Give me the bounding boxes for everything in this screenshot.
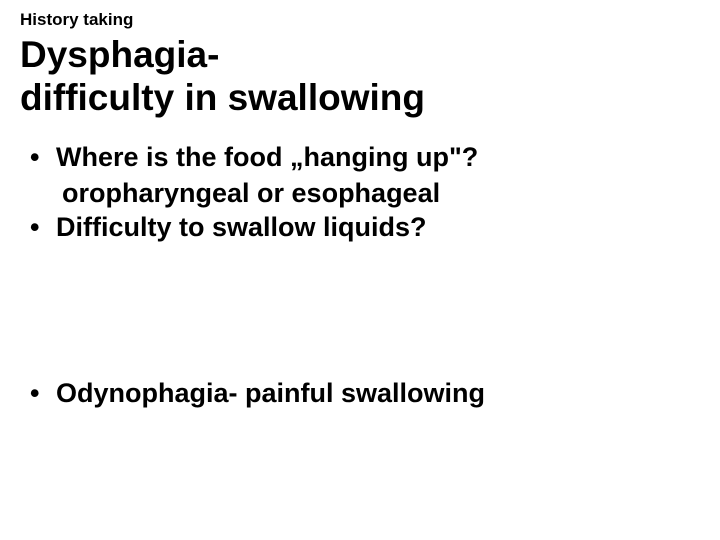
slide-heading: Dysphagia- difficulty in swallowing [20, 34, 700, 119]
bullet-list: Where is the food „hanging up"? orophary… [20, 141, 700, 410]
bullet-1-line-2: oropharyngeal or esophageal [26, 177, 700, 211]
bullet-item-1: Where is the food „hanging up"? [26, 141, 700, 175]
bullet-item-2: Difficulty to swallow liquids? [26, 211, 700, 245]
bullet-item-3: Odynophagia- painful swallowing [26, 377, 700, 411]
slide-container: History taking Dysphagia- difficulty in … [0, 0, 720, 540]
heading-line-2: difficulty in swallowing [20, 77, 425, 118]
vertical-gap [26, 247, 700, 377]
bullet-1-line-1: Where is the food „hanging up"? [56, 142, 478, 172]
heading-line-1: Dysphagia- [20, 34, 219, 75]
slide-superheading: History taking [20, 10, 700, 30]
